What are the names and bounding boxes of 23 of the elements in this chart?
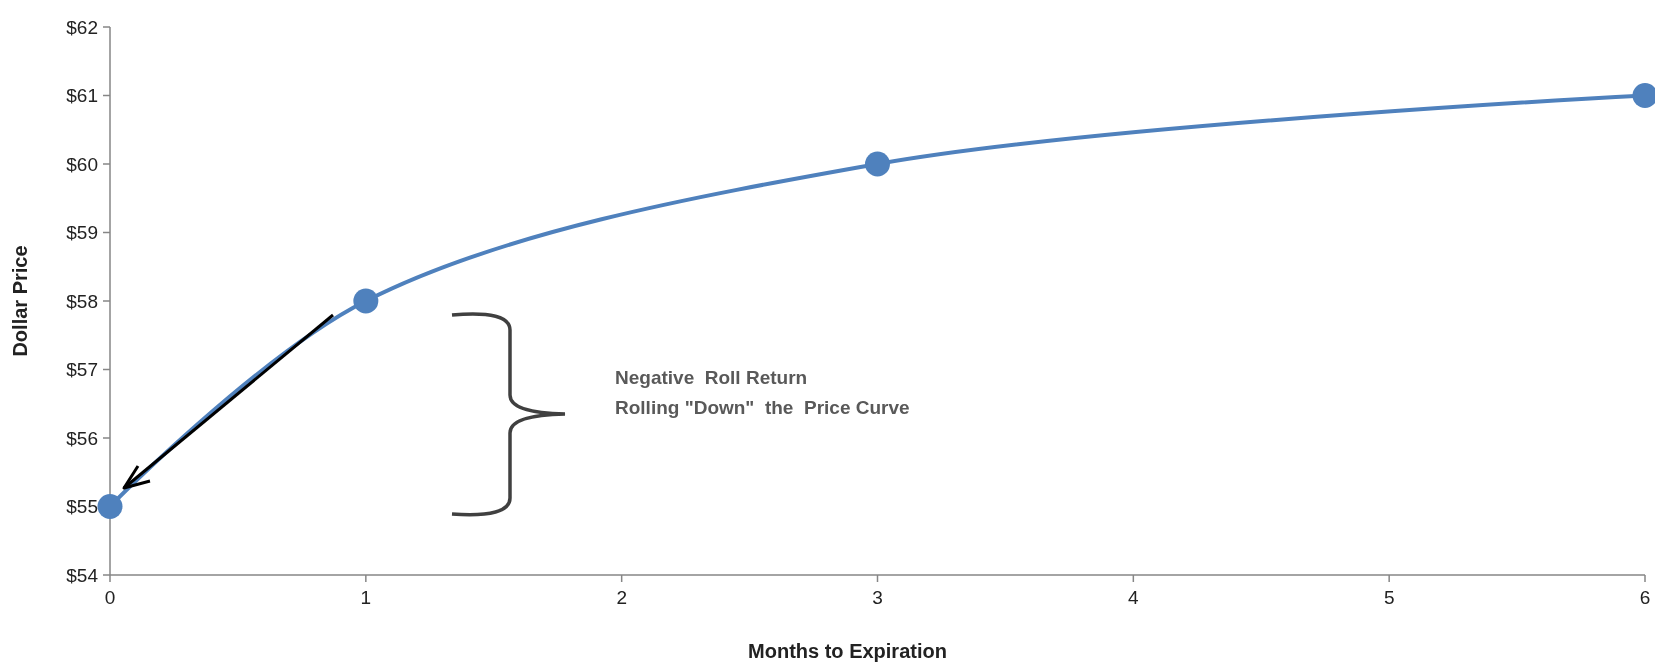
point: [865, 151, 890, 177]
y-tick-label: $62: [66, 16, 98, 38]
y-tick-label: $57: [66, 359, 98, 381]
point: [353, 288, 379, 314]
y-tick-label: $59: [66, 222, 98, 244]
x-tick-label: 6: [1639, 587, 1651, 608]
y-axis-title: Dollar Price: [9, 245, 31, 357]
y-tick-label: $55: [66, 496, 98, 518]
y-tick-label: $54: [66, 564, 99, 586]
annotation: Negative Roll Return: [615, 367, 808, 388]
x-tick-label: 2: [616, 587, 627, 608]
x-axis-title: Months to Expiration: [748, 640, 947, 662]
x-tick-label: 1: [360, 587, 372, 608]
y-tick-label: $56: [66, 427, 98, 449]
x-tick-label: 3: [872, 587, 883, 608]
x-tick-label: 5: [1383, 587, 1395, 608]
y-tick-label: $58: [66, 290, 98, 312]
y-tick-label: $61: [66, 85, 98, 107]
point: [97, 494, 123, 519]
annotation: Rolling "Down" the Price Curve: [615, 397, 910, 418]
x-tick-label: 4: [1128, 587, 1140, 608]
x-tick-label: 0: [104, 587, 116, 608]
y-tick-label: $60: [66, 153, 98, 175]
